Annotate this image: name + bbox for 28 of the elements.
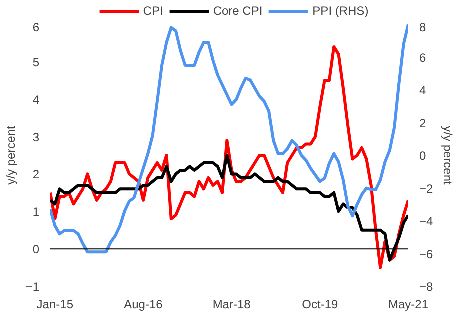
y-tick-label: 0	[32, 242, 40, 257]
y2-tick-label: −8	[420, 280, 434, 294]
y2-tick-label: 2	[420, 116, 426, 130]
x-tick-label: May-21	[388, 298, 429, 312]
y2-tick-label: −2	[420, 182, 434, 196]
y2-tick-label: −6	[420, 247, 434, 262]
x-tick-label: Jan-15	[36, 298, 74, 312]
y-tick-label: 6	[32, 20, 40, 34]
y-tick-label: −1	[26, 280, 40, 294]
legend-label: Core CPI	[213, 4, 263, 18]
line-series	[50, 154, 408, 262]
x-tick-label: Aug-16	[124, 298, 164, 312]
y-tick-label: 5	[32, 55, 40, 70]
y2-axis-title: y/y percent	[441, 126, 456, 186]
y-tick-label: 3	[32, 130, 40, 144]
y2-tick-label: −4	[420, 214, 434, 228]
legend-label: CPI	[143, 4, 164, 18]
y-tick-label: 4	[32, 92, 40, 107]
legend-label: PPI (RHS)	[312, 4, 369, 18]
y2-tick-label: 6	[420, 50, 426, 65]
y2-tick-label: 4	[420, 84, 426, 98]
y-tick-label: 2	[32, 168, 40, 182]
y2-tick-label: 0	[420, 149, 426, 163]
y-tick-label: 1	[32, 205, 40, 220]
y-axis-title: y/y percent	[4, 125, 18, 185]
x-tick-label: Oct-19	[302, 298, 338, 312]
y2-tick-label: 8	[420, 20, 426, 34]
x-tick-label: Mar-18	[212, 298, 252, 312]
